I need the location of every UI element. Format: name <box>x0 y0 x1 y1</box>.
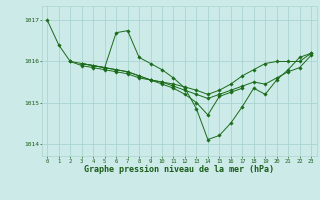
X-axis label: Graphe pression niveau de la mer (hPa): Graphe pression niveau de la mer (hPa) <box>84 165 274 174</box>
